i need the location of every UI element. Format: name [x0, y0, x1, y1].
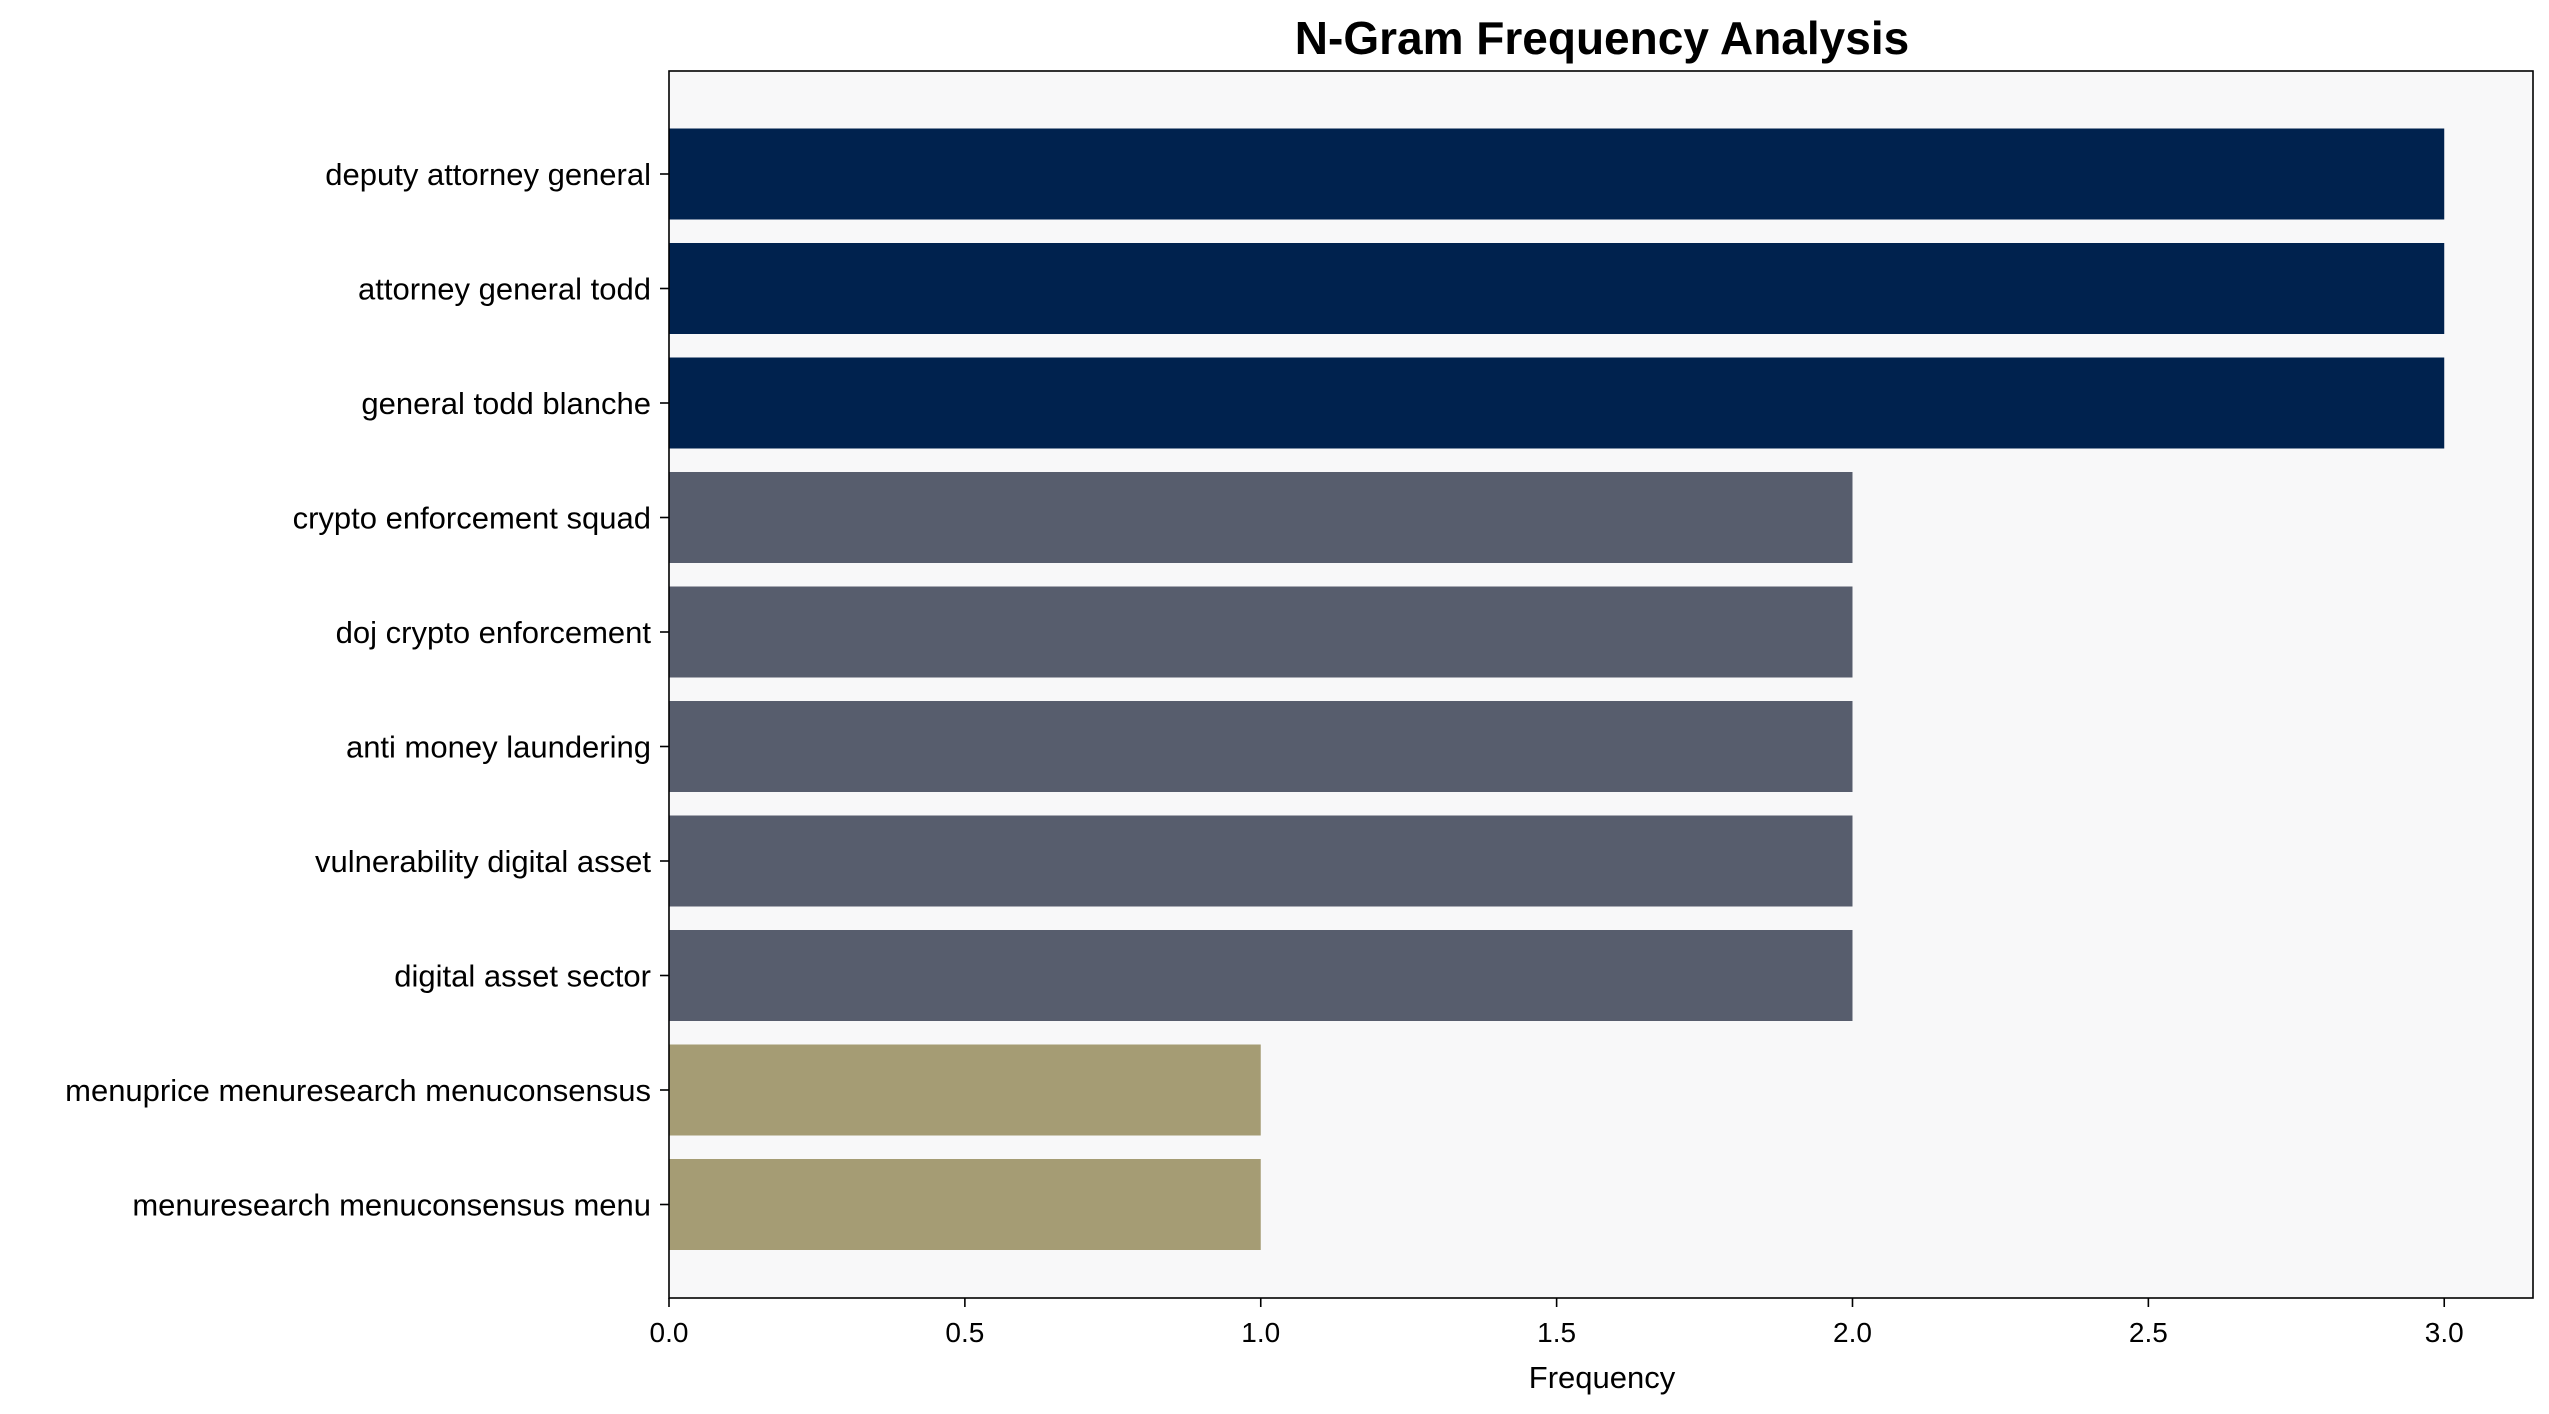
- x-tick-label: 3.0: [2425, 1317, 2464, 1348]
- y-tick-label: menuresearch menuconsensus menu: [132, 1188, 651, 1223]
- y-tick-label: attorney general todd: [358, 272, 651, 307]
- bar: [669, 1044, 1261, 1136]
- x-axis-label: Frequency: [1529, 1360, 1676, 1395]
- bar: [669, 472, 1853, 563]
- x-tick-label: 0.0: [650, 1317, 689, 1348]
- y-tick-label: deputy attorney general: [325, 157, 651, 192]
- bar: [669, 357, 2445, 449]
- y-tick-label: vulnerability digital asset: [315, 844, 651, 879]
- bar: [669, 930, 1853, 1021]
- x-tick-label: 2.5: [2129, 1317, 2168, 1348]
- x-tick-label: 0.5: [945, 1317, 984, 1348]
- bar: [669, 701, 1853, 792]
- y-tick-label: doj crypto enforcement: [336, 615, 652, 650]
- x-tick-label: 2.0: [1833, 1317, 1872, 1348]
- y-axis-labels: deputy attorney general attorney general …: [65, 157, 669, 1223]
- y-tick-label: anti money laundering: [346, 730, 651, 765]
- bars: [669, 128, 2445, 1250]
- x-tick-label: 1.0: [1241, 1317, 1280, 1348]
- bar: [669, 815, 1853, 907]
- y-tick-label: general todd blanche: [361, 386, 651, 421]
- bar: [669, 1159, 1261, 1250]
- bar: [669, 586, 1853, 678]
- y-tick-label: menuprice menuresearch menuconsensus: [65, 1073, 651, 1108]
- bar: [669, 243, 2445, 334]
- bar: [669, 128, 2445, 220]
- y-tick-label: crypto enforcement squad: [293, 501, 651, 536]
- y-tick-label: digital asset sector: [394, 959, 651, 994]
- x-axis: 0.0 0.5 1.0 1.5 2.0 2.5 3.0: [650, 1298, 2464, 1348]
- x-tick-label: 1.5: [1537, 1317, 1576, 1348]
- chart-title: N-Gram Frequency Analysis: [1295, 12, 1909, 64]
- plot-frame: [668, 70, 2534, 1299]
